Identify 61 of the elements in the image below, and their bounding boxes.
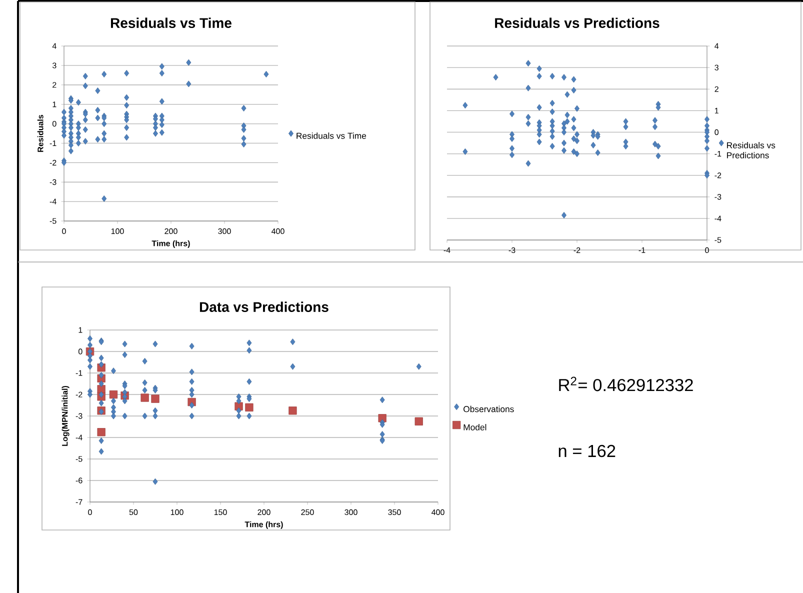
y-tick-label: 0 <box>78 348 82 354</box>
y-tick-label: 0 <box>714 129 719 136</box>
text: R$^{2}$= 0.462912332 <box>559 376 693 392</box>
chart-title: Residuals vs Time <box>110 18 232 28</box>
y-tick-label: -5 <box>76 456 82 462</box>
text: n = 162 <box>558 444 616 458</box>
x-tick-label: -2 <box>574 247 580 253</box>
legend-label: Observations <box>464 406 514 412</box>
y-tick-label: -5 <box>714 237 722 243</box>
y-tick-label: 2 <box>714 86 718 92</box>
legend-label: Model <box>464 424 486 430</box>
y-tick-label: 1 <box>52 102 56 108</box>
y-axis-title: Residuals <box>37 114 44 152</box>
y-tick-label: 3 <box>52 62 56 68</box>
y-tick-label: -3 <box>50 179 56 185</box>
x-tick-label: 200 <box>258 509 270 516</box>
y-tick-label: -5 <box>50 218 56 224</box>
x-tick-label: 150 <box>214 509 227 516</box>
x-tick-label: 200 <box>164 228 178 234</box>
y-tick-label: 1 <box>78 327 82 333</box>
x-axis-title: Time (hrs) <box>152 240 190 248</box>
legend-label: Residuals vs Predictions <box>727 142 776 158</box>
y-tick-label: -4 <box>76 434 82 440</box>
x-tick-label: -3 <box>508 247 516 254</box>
x-tick-label: 100 <box>111 228 124 234</box>
y-tick-label: -2 <box>714 172 722 178</box>
x-tick-label: 300 <box>344 509 358 516</box>
chart-title: Data vs Predictions <box>200 302 328 312</box>
y-tick-label: -1 <box>50 140 56 146</box>
chart-title: Residuals vs Predictions <box>495 18 660 28</box>
y-tick-label: -2 <box>50 160 56 166</box>
y-tick-label: 2 <box>52 82 56 88</box>
y-tick-label: -4 <box>50 198 56 204</box>
y-tick-label: 1 <box>714 108 718 114</box>
x-axis-title: Time (hrs) <box>244 521 283 529</box>
x-tick-label: 300 <box>218 228 231 234</box>
x-tick-label: 250 <box>301 509 314 516</box>
y-tick-label: -3 <box>714 194 722 200</box>
y-tick-label: 4 <box>714 43 719 49</box>
x-tick-label: 50 <box>129 509 138 516</box>
x-tick-label: 100 <box>170 509 184 516</box>
y-tick-label: -7 <box>76 499 82 505</box>
y-tick-label: 0 <box>52 120 56 127</box>
y-tick-label: -2 <box>76 392 82 398</box>
y-tick-label: 3 <box>714 64 718 70</box>
y-tick-label: -4 <box>714 216 722 222</box>
y-tick-label: -1 <box>76 370 82 376</box>
x-tick-label: 0 <box>88 509 92 516</box>
x-tick-label: 0 <box>62 228 66 234</box>
x-tick-label: -4 <box>444 247 450 253</box>
x-tick-label: 400 <box>272 228 284 234</box>
x-tick-label: -1 <box>638 247 646 253</box>
x-tick-label: 350 <box>388 509 401 516</box>
y-tick-label: 4 <box>52 43 56 49</box>
x-tick-label: 400 <box>432 509 444 516</box>
y-tick-label: -3 <box>76 413 82 419</box>
y-axis-title: Log(MPN/initial) <box>62 386 70 446</box>
x-tick-label: 0 <box>705 247 709 254</box>
legend-label: Residuals vs Time <box>296 132 366 139</box>
y-tick-label: -1 <box>714 151 722 157</box>
y-tick-label: -6 <box>76 478 82 484</box>
